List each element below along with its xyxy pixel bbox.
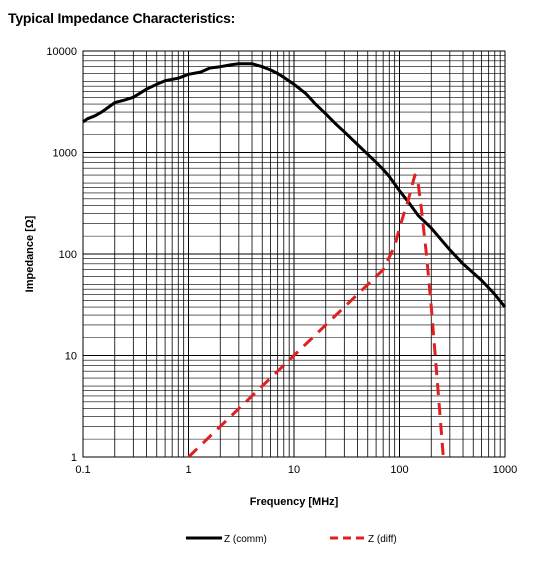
legend-label: Z (diff) <box>368 534 397 545</box>
x-axis-label: Frequency [MHz] <box>250 496 339 508</box>
x-tick-label: 100 <box>390 464 408 476</box>
series-line-z-diff <box>187 173 445 459</box>
legend-label: Z (comm) <box>224 534 267 545</box>
y-tick-label: 10 <box>65 351 77 363</box>
y-tick-label: 1 <box>71 452 77 464</box>
y-axis-label: Impedance [Ω] <box>24 215 36 292</box>
legend: Z (comm) Z (diff) <box>186 534 397 545</box>
x-tick-label: 1 <box>185 464 191 476</box>
chart-title: Typical Impedance Characteristics: <box>8 10 236 26</box>
grid-lines <box>82 51 505 458</box>
y-tick-label: 10000 <box>46 46 77 58</box>
x-tick-label: 0.1 <box>75 464 90 476</box>
y-tick-label: 100 <box>59 249 77 261</box>
x-tick-label: 1000 <box>493 464 517 476</box>
series-lines <box>82 62 507 459</box>
plot-frame <box>82 50 506 458</box>
x-tick-label: 10 <box>288 464 300 476</box>
y-tick-label: 1000 <box>53 148 77 160</box>
